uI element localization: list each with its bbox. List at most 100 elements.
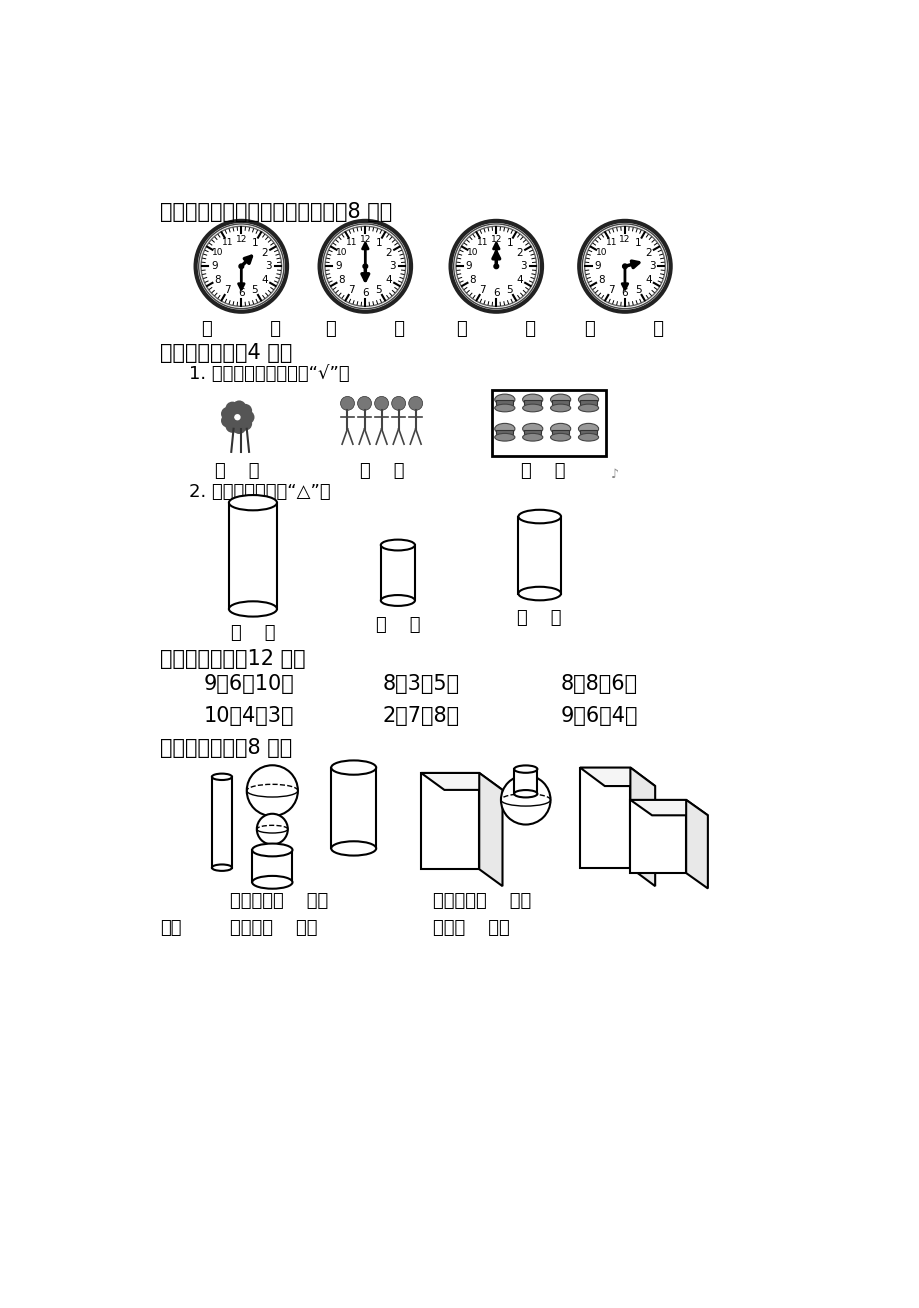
- Text: （    ）: （ ）: [359, 462, 404, 480]
- Bar: [551, 429, 569, 434]
- Ellipse shape: [578, 424, 598, 434]
- Ellipse shape: [550, 433, 570, 441]
- Text: 1: 1: [634, 238, 641, 249]
- Circle shape: [238, 404, 252, 417]
- Text: 7: 7: [224, 285, 231, 294]
- Text: 2: 2: [644, 247, 651, 258]
- Bar: [331, 768, 376, 849]
- Circle shape: [201, 226, 281, 306]
- Text: 9: 9: [210, 262, 217, 271]
- Circle shape: [456, 226, 536, 306]
- Text: （          ）: （ ）: [201, 320, 280, 339]
- Text: （    ）: （ ）: [231, 624, 275, 642]
- Ellipse shape: [578, 433, 598, 441]
- Text: 10－4－3＝: 10－4－3＝: [204, 706, 294, 726]
- Text: 四、选一选。（4 分）: 四、选一选。（4 分）: [160, 343, 292, 364]
- Ellipse shape: [522, 404, 542, 412]
- Text: 12: 12: [490, 235, 502, 243]
- Bar: [211, 777, 232, 867]
- Polygon shape: [421, 773, 502, 790]
- Text: 1: 1: [375, 238, 381, 249]
- Ellipse shape: [229, 602, 277, 616]
- Text: 3: 3: [265, 262, 271, 271]
- Ellipse shape: [517, 587, 561, 600]
- Text: 1: 1: [251, 238, 258, 249]
- Text: 12: 12: [359, 235, 370, 243]
- Circle shape: [584, 226, 664, 306]
- Text: 2: 2: [385, 247, 391, 258]
- Text: 圆柱有（    ）个: 圆柱有（ ）个: [230, 920, 317, 938]
- Text: ♪: ♪: [610, 468, 618, 481]
- Ellipse shape: [331, 760, 376, 774]
- Text: 5: 5: [634, 285, 641, 294]
- Ellipse shape: [550, 404, 570, 412]
- Text: 2: 2: [516, 247, 523, 258]
- Ellipse shape: [331, 841, 376, 855]
- Text: 2: 2: [261, 247, 267, 258]
- Bar: [229, 502, 277, 610]
- Text: 6: 6: [493, 288, 499, 298]
- Bar: [517, 517, 561, 594]
- Circle shape: [232, 420, 246, 434]
- Ellipse shape: [578, 404, 598, 412]
- Circle shape: [408, 396, 422, 411]
- Ellipse shape: [211, 773, 232, 780]
- Bar: [495, 400, 513, 405]
- Circle shape: [225, 419, 239, 433]
- Bar: [551, 400, 569, 405]
- Ellipse shape: [494, 433, 515, 441]
- Circle shape: [256, 814, 288, 845]
- Ellipse shape: [578, 394, 598, 405]
- Ellipse shape: [522, 424, 542, 434]
- Bar: [492, 390, 605, 455]
- Text: 3: 3: [648, 262, 654, 271]
- Ellipse shape: [522, 433, 542, 441]
- Text: 2. 在最短的下面画“△”。: 2. 在最短的下面画“△”。: [188, 484, 330, 501]
- Circle shape: [221, 407, 234, 421]
- Text: 9: 9: [465, 262, 472, 271]
- Text: 11: 11: [476, 238, 488, 247]
- Circle shape: [501, 776, 550, 824]
- Text: 11: 11: [605, 238, 617, 247]
- Text: 10: 10: [596, 249, 607, 258]
- Ellipse shape: [380, 540, 414, 551]
- Bar: [579, 768, 630, 867]
- Circle shape: [374, 396, 388, 411]
- Bar: [524, 400, 540, 405]
- Circle shape: [232, 400, 246, 415]
- Text: 11: 11: [346, 238, 357, 247]
- Polygon shape: [630, 768, 654, 886]
- Text: 4: 4: [644, 275, 651, 285]
- Text: 12: 12: [618, 235, 630, 243]
- Circle shape: [221, 413, 234, 428]
- Text: （    ）: （ ）: [521, 462, 565, 480]
- Text: 3: 3: [389, 262, 395, 271]
- Circle shape: [240, 411, 255, 424]
- Text: 5: 5: [375, 285, 381, 294]
- Text: 4: 4: [385, 275, 391, 285]
- Ellipse shape: [514, 765, 537, 773]
- Polygon shape: [630, 800, 707, 815]
- Text: 6: 6: [361, 288, 369, 298]
- Text: 10: 10: [467, 249, 478, 258]
- Text: 7: 7: [479, 285, 485, 294]
- Text: 正方体有（    ）个: 正方体有（ ）个: [230, 892, 327, 910]
- Text: 5: 5: [506, 285, 513, 294]
- Bar: [421, 773, 479, 870]
- Text: （    ）: （ ）: [375, 616, 420, 634]
- Bar: [579, 429, 596, 434]
- Circle shape: [246, 765, 298, 816]
- Text: 7: 7: [348, 285, 355, 294]
- Ellipse shape: [514, 790, 537, 798]
- Text: 7: 7: [607, 285, 614, 294]
- Text: 9: 9: [335, 262, 341, 271]
- Ellipse shape: [494, 394, 515, 405]
- Circle shape: [622, 264, 627, 268]
- Text: 9: 9: [594, 262, 600, 271]
- Text: （          ）: （ ）: [584, 320, 664, 339]
- Text: 1. 在数量最多的下面画“√”。: 1. 在数量最多的下面画“√”。: [188, 365, 349, 383]
- Ellipse shape: [550, 394, 570, 405]
- Text: 12: 12: [235, 235, 246, 243]
- Circle shape: [225, 402, 239, 416]
- Text: （    ）: （ ）: [516, 610, 562, 627]
